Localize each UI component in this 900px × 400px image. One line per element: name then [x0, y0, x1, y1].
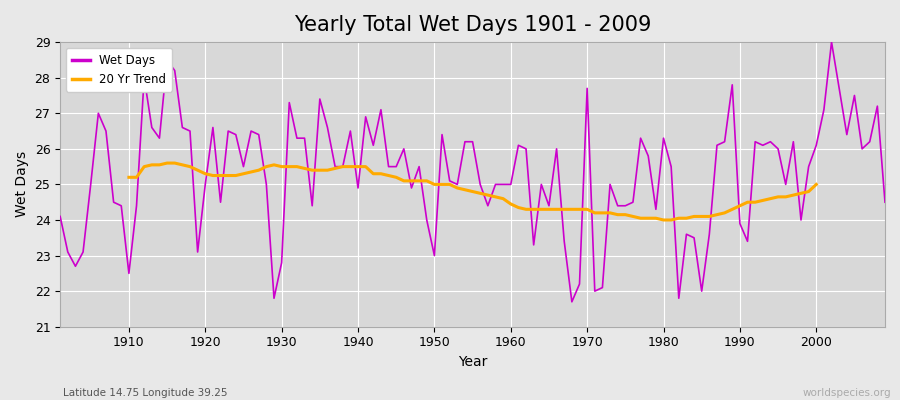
Line: Wet Days: Wet Days [60, 42, 885, 302]
Wet Days [879, 200, 890, 205]
Wet Days [329, 164, 340, 169]
20 Yr Trend [307, 168, 318, 172]
20 Yr Trend [162, 161, 173, 166]
20 Yr Trend [215, 173, 226, 178]
Text: worldspecies.org: worldspecies.org [803, 388, 891, 398]
X-axis label: Year: Year [458, 355, 487, 369]
Text: Latitude 14.75 Longitude 39.25: Latitude 14.75 Longitude 39.25 [63, 388, 228, 398]
Title: Yearly Total Wet Days 1901 - 2009: Yearly Total Wet Days 1901 - 2009 [294, 15, 652, 35]
Legend: Wet Days, 20 Yr Trend: Wet Days, 20 Yr Trend [66, 48, 172, 92]
Wet Days [498, 182, 508, 187]
Y-axis label: Wet Days: Wet Days [15, 151, 29, 218]
20 Yr Trend [803, 189, 814, 194]
Wet Days [284, 100, 294, 105]
Line: 20 Yr Trend: 20 Yr Trend [129, 163, 816, 220]
20 Yr Trend [123, 175, 134, 180]
20 Yr Trend [658, 218, 669, 222]
Wet Days [506, 182, 517, 187]
Wet Days [116, 203, 127, 208]
20 Yr Trend [811, 182, 822, 187]
Wet Days [566, 300, 577, 304]
Wet Days [605, 182, 616, 187]
Wet Days [826, 40, 837, 44]
20 Yr Trend [292, 164, 302, 169]
Wet Days [55, 214, 66, 219]
20 Yr Trend [528, 207, 539, 212]
20 Yr Trend [719, 210, 730, 215]
